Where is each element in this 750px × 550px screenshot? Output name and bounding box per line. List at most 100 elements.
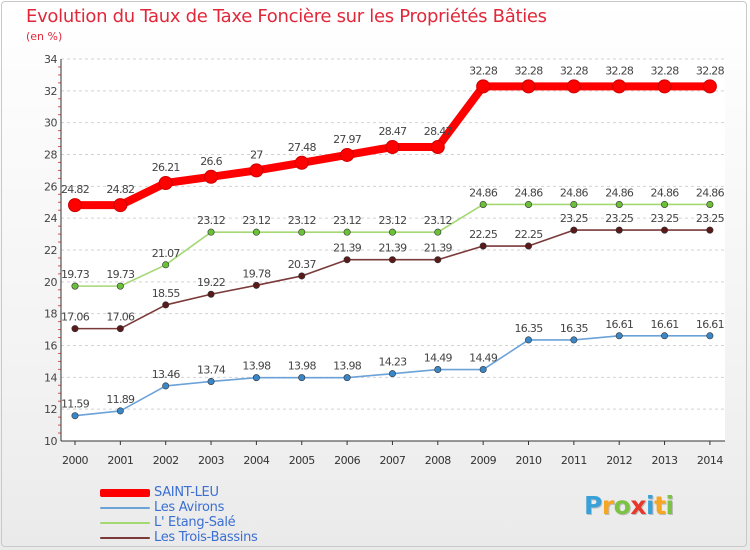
data-label: 16.61 [605, 318, 633, 331]
legend-swatch [100, 521, 150, 524]
logo-letter: x [630, 491, 646, 520]
data-label: 23.25 [696, 212, 725, 225]
data-label: 23.25 [651, 212, 680, 225]
data-label: 13.98 [333, 360, 362, 373]
data-label: 14.49 [469, 352, 498, 365]
data-label: 11.89 [106, 393, 135, 406]
data-point [71, 282, 79, 290]
data-point [434, 228, 442, 236]
chart-legend: SAINT-LEU Les Avirons L' Etang-Salé Les Tro… [100, 485, 258, 545]
data-point [343, 374, 351, 382]
data-point [434, 366, 442, 374]
data-point [113, 198, 128, 213]
data-label: 20.37 [288, 258, 317, 271]
data-label: 27.97 [333, 133, 362, 146]
data-label: 18.55 [152, 287, 181, 300]
chart-title: Evolution du Taux de Taxe Foncière sur l… [26, 6, 547, 27]
data-label: 24.86 [469, 186, 498, 199]
data-point [479, 366, 487, 374]
y-tick-label: 10 [44, 435, 57, 448]
data-label: 21.39 [424, 242, 453, 255]
data-label: 23.12 [288, 214, 316, 227]
data-point [294, 155, 309, 170]
data-point [661, 332, 669, 340]
data-point [566, 79, 581, 94]
data-point [385, 140, 400, 155]
logo-letter: i [646, 491, 655, 520]
data-point [388, 256, 396, 264]
y-tick-label: 30 [44, 117, 57, 130]
logo-letter: P [584, 491, 602, 520]
data-point [524, 242, 532, 250]
data-label: 16.61 [696, 318, 724, 331]
data-point [162, 301, 170, 309]
legend-label: SAINT-LEU [154, 485, 219, 500]
data-point [612, 79, 627, 94]
data-point [252, 228, 260, 236]
data-label: 24.86 [605, 186, 634, 199]
data-label: 22.25 [469, 228, 498, 241]
data-point [298, 272, 306, 280]
data-label: 23.12 [242, 214, 270, 227]
data-label: 21.07 [152, 247, 181, 260]
data-point [702, 79, 717, 94]
data-point [615, 332, 623, 340]
data-point [68, 198, 82, 213]
data-label: 28.47 [424, 125, 453, 138]
data-point [207, 377, 215, 385]
data-label: 32.28 [469, 64, 498, 77]
data-point [71, 325, 79, 333]
data-point [116, 407, 124, 415]
data-label: 16.61 [651, 318, 679, 331]
logo-letter: i [665, 491, 675, 520]
data-label: 24.86 [696, 186, 725, 199]
data-label: 24.86 [515, 186, 544, 199]
data-point [162, 261, 170, 269]
x-tick-label: 2014 [697, 454, 723, 467]
data-point [479, 242, 487, 250]
data-label: 32.28 [515, 64, 544, 77]
data-point [615, 200, 623, 208]
legend-item: Les Avirons [100, 500, 258, 515]
data-label: 14.49 [424, 352, 453, 365]
logo-letter: r [601, 491, 614, 520]
data-point [430, 140, 445, 155]
chart-unit-label: (en %) [26, 30, 63, 43]
data-point [252, 374, 260, 382]
x-tick-label: 2004 [243, 454, 269, 467]
data-label: 23.12 [197, 214, 225, 227]
data-point [116, 325, 124, 333]
x-tick-label: 2008 [425, 454, 451, 467]
data-point [298, 228, 306, 236]
x-tick-label: 2002 [153, 454, 179, 467]
data-label: 16.35 [515, 322, 544, 335]
data-label: 24.82 [106, 183, 134, 196]
data-label: 26.6 [200, 155, 222, 168]
data-point [661, 226, 669, 234]
data-point [524, 200, 532, 208]
data-label: 13.98 [242, 360, 271, 373]
data-label: 28.47 [378, 125, 407, 138]
data-label: 19.73 [106, 268, 135, 281]
data-point [207, 290, 215, 298]
data-point [162, 382, 170, 390]
data-point [71, 412, 79, 420]
data-point [570, 336, 578, 344]
data-label: 11.59 [61, 398, 90, 411]
data-label: 13.46 [152, 368, 181, 381]
legend-item: Les Trois-Bassins [100, 530, 258, 545]
data-point [524, 336, 532, 344]
data-point [479, 200, 487, 208]
x-tick-label: 2013 [652, 454, 678, 467]
x-tick-label: 2005 [289, 454, 315, 467]
y-tick-label: 34 [44, 53, 57, 66]
data-point [249, 163, 264, 178]
legend-label: L' Etang-Salé [154, 515, 236, 530]
legend-swatch [100, 536, 150, 539]
data-label: 26.21 [152, 161, 180, 174]
data-point [661, 200, 669, 208]
y-tick-label: 32 [44, 85, 57, 98]
data-label: 32.28 [651, 64, 680, 77]
data-point [204, 169, 219, 184]
